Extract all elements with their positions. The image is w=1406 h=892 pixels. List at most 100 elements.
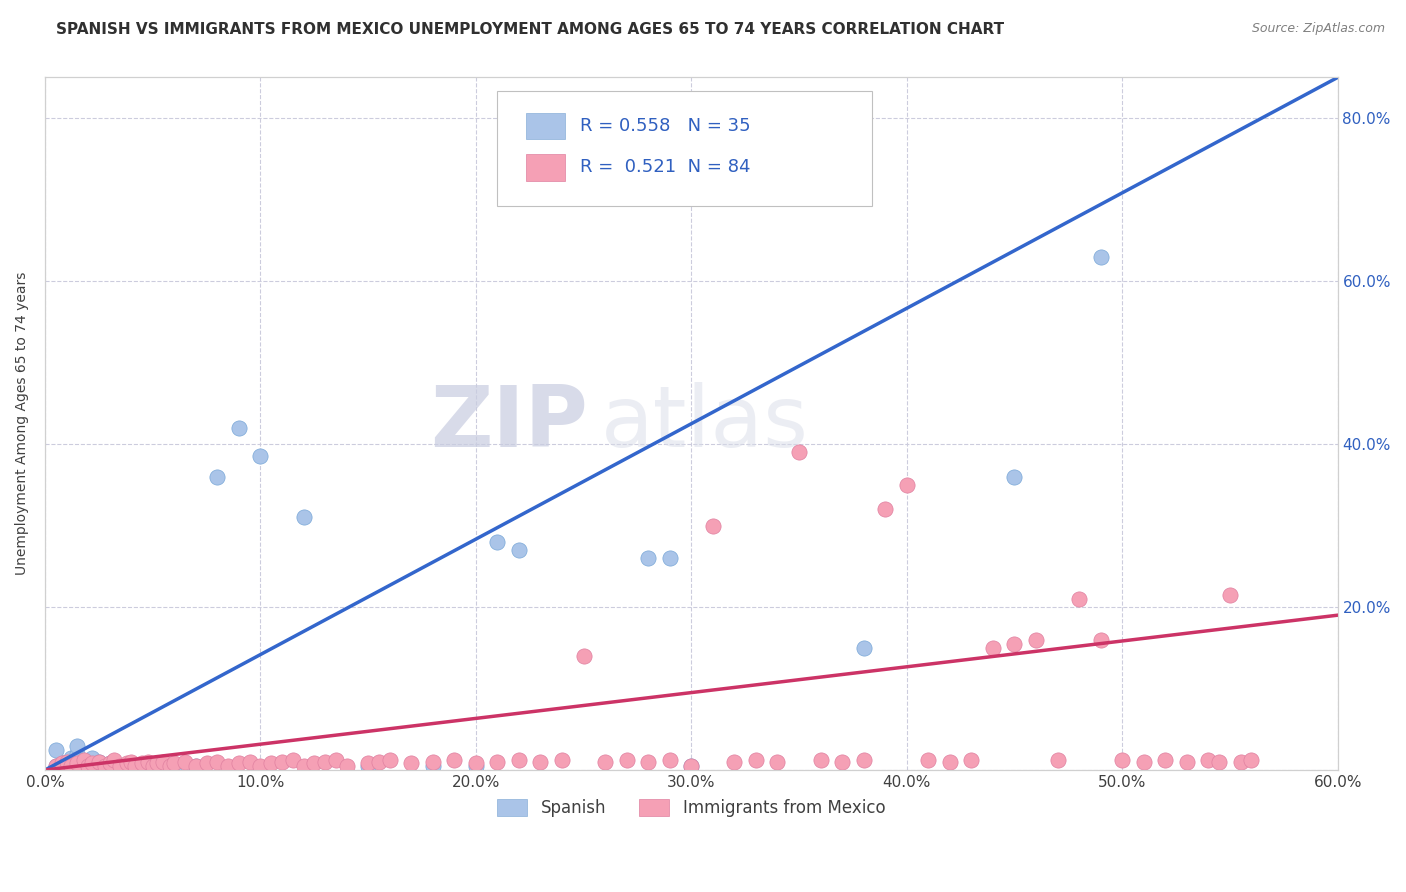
Point: [939, 755, 962, 769]
Point: [981, 640, 1004, 655]
FancyBboxPatch shape: [526, 154, 565, 181]
Text: SPANISH VS IMMIGRANTS FROM MEXICO UNEMPLOYMENT AMONG AGES 65 TO 74 YEARS CORRELA: SPANISH VS IMMIGRANTS FROM MEXICO UNEMPL…: [56, 22, 1004, 37]
Point: [55, 759, 77, 773]
Point: [120, 759, 142, 773]
Point: [593, 755, 616, 769]
Point: [159, 759, 181, 773]
Point: [142, 759, 165, 773]
Point: [152, 755, 174, 769]
Point: [249, 450, 271, 464]
Point: [98, 756, 121, 771]
Text: R =  0.521  N = 84: R = 0.521 N = 84: [581, 159, 751, 177]
Point: [702, 518, 724, 533]
Point: [681, 759, 703, 773]
Point: [422, 759, 444, 773]
Point: [637, 551, 659, 566]
Point: [120, 755, 142, 769]
Point: [138, 755, 160, 769]
Point: [357, 756, 380, 771]
Point: [146, 756, 169, 771]
Point: [82, 756, 104, 771]
Text: ZIP: ZIP: [430, 382, 588, 466]
Point: [174, 755, 197, 769]
Point: [1025, 632, 1047, 647]
Point: [508, 543, 530, 558]
Point: [195, 756, 218, 771]
Point: [422, 755, 444, 769]
Point: [87, 755, 110, 769]
Point: [51, 756, 73, 771]
Point: [45, 759, 67, 773]
Point: [73, 753, 96, 767]
Point: [87, 759, 110, 773]
Y-axis label: Unemployment Among Ages 65 to 74 years: Unemployment Among Ages 65 to 74 years: [15, 272, 30, 575]
Point: [163, 759, 186, 773]
Point: [336, 759, 359, 773]
Point: [55, 755, 77, 769]
Point: [1154, 753, 1177, 767]
Point: [82, 751, 104, 765]
Point: [529, 755, 551, 769]
Point: [228, 756, 250, 771]
Point: [73, 759, 96, 773]
Point: [1240, 753, 1263, 767]
Point: [658, 551, 681, 566]
Point: [94, 759, 117, 773]
Point: [55, 755, 77, 769]
Point: [115, 756, 138, 771]
Point: [1111, 753, 1133, 767]
Point: [87, 755, 110, 769]
Point: [1090, 250, 1112, 264]
Point: [616, 753, 638, 767]
Legend: Spanish, Immigrants from Mexico: Spanish, Immigrants from Mexico: [491, 792, 891, 824]
Point: [51, 756, 73, 771]
Point: [896, 478, 918, 492]
Point: [110, 759, 132, 773]
Point: [378, 753, 401, 767]
Point: [1090, 632, 1112, 647]
Point: [163, 756, 186, 771]
Point: [1004, 637, 1026, 651]
Point: [637, 755, 659, 769]
Point: [810, 753, 832, 767]
Point: [124, 759, 146, 773]
Point: [852, 640, 875, 655]
Point: [207, 755, 229, 769]
Point: [131, 756, 153, 771]
Point: [831, 755, 853, 769]
Point: [367, 755, 389, 769]
FancyBboxPatch shape: [498, 91, 872, 205]
Point: [110, 759, 132, 773]
Point: [271, 755, 294, 769]
Point: [325, 753, 347, 767]
Point: [77, 759, 100, 773]
Text: R = 0.558   N = 35: R = 0.558 N = 35: [581, 117, 751, 135]
Point: [766, 755, 789, 769]
Point: [443, 753, 465, 767]
Point: [103, 753, 125, 767]
Point: [357, 759, 380, 773]
Point: [464, 759, 486, 773]
Text: atlas: atlas: [600, 382, 808, 466]
Point: [852, 753, 875, 767]
Point: [960, 753, 983, 767]
Point: [217, 759, 239, 773]
Point: [66, 747, 89, 761]
Point: [98, 756, 121, 771]
Point: [1219, 588, 1241, 602]
Point: [249, 759, 271, 773]
Point: [745, 753, 768, 767]
Text: Source: ZipAtlas.com: Source: ZipAtlas.com: [1251, 22, 1385, 36]
Point: [917, 753, 939, 767]
Point: [292, 759, 315, 773]
Point: [1004, 469, 1026, 483]
Point: [228, 421, 250, 435]
Point: [1197, 753, 1219, 767]
Point: [66, 739, 89, 753]
Point: [207, 469, 229, 483]
FancyBboxPatch shape: [526, 112, 565, 139]
Point: [239, 755, 262, 769]
Point: [508, 753, 530, 767]
Point: [304, 756, 326, 771]
Point: [1175, 755, 1198, 769]
